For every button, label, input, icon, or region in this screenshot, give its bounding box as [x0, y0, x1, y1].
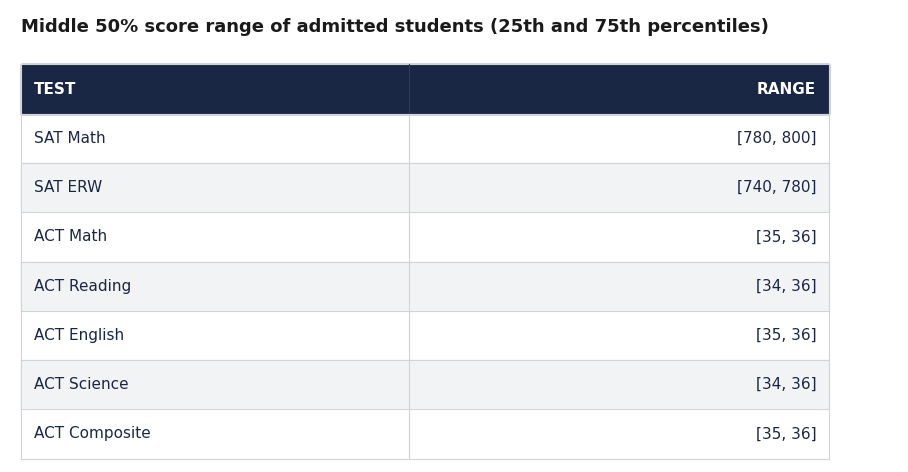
Text: SAT Math: SAT Math — [34, 131, 105, 146]
Text: RANGE: RANGE — [757, 82, 816, 97]
Text: [35, 36]: [35, 36] — [755, 426, 816, 441]
Text: [35, 36]: [35, 36] — [755, 328, 816, 343]
Text: ACT English: ACT English — [34, 328, 123, 343]
Text: SAT ERW: SAT ERW — [34, 180, 102, 195]
Text: [34, 36]: [34, 36] — [755, 278, 816, 294]
Text: [35, 36]: [35, 36] — [755, 229, 816, 244]
Text: ACT Math: ACT Math — [34, 229, 107, 244]
Text: ACT Composite: ACT Composite — [34, 426, 151, 441]
Text: Middle 50% score range of admitted students (25th and 75th percentiles): Middle 50% score range of admitted stude… — [21, 18, 769, 36]
Text: TEST: TEST — [34, 82, 76, 97]
Text: [780, 800]: [780, 800] — [736, 131, 816, 146]
Text: [34, 36]: [34, 36] — [755, 377, 816, 392]
Text: [740, 780]: [740, 780] — [736, 180, 816, 195]
Text: ACT Reading: ACT Reading — [34, 278, 131, 294]
Text: ACT Science: ACT Science — [34, 377, 128, 392]
